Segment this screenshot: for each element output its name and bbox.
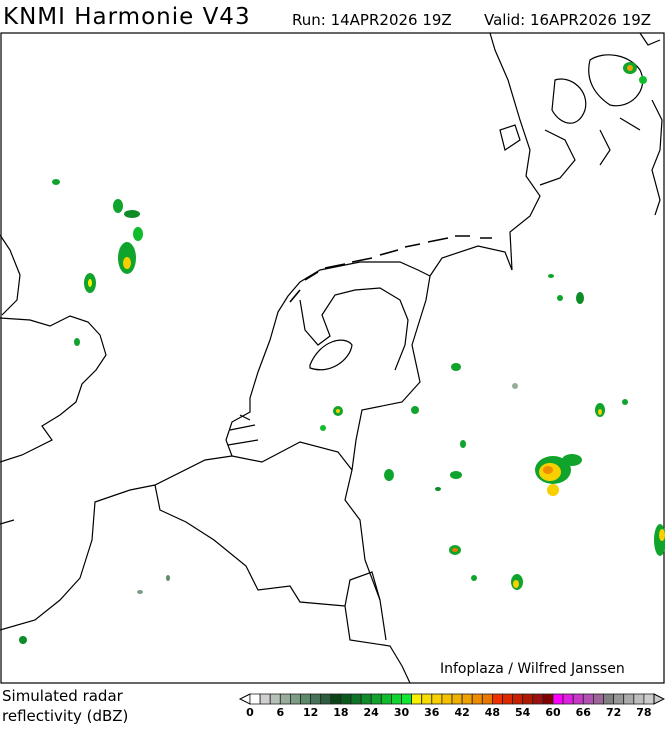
colorbar-tick-label: 30 bbox=[394, 706, 410, 719]
colorbar-swatch bbox=[421, 693, 433, 705]
colorbar-swatch bbox=[380, 693, 392, 705]
colorbar-swatch bbox=[522, 693, 534, 705]
colorbar-swatch bbox=[502, 693, 514, 705]
colorbar-tick-label: 66 bbox=[576, 706, 592, 719]
colorbar-swatch bbox=[390, 693, 402, 705]
colorbar-tick-label: 48 bbox=[485, 706, 500, 719]
colorbar-swatch bbox=[360, 693, 372, 705]
colorbar-swatch bbox=[330, 693, 342, 705]
colorbar-swatch bbox=[512, 693, 524, 705]
colorbar-swatch bbox=[633, 693, 645, 705]
colorbar-swatch bbox=[320, 693, 332, 705]
colorbar-tick-label: 72 bbox=[606, 706, 621, 719]
colorbar-swatch bbox=[300, 693, 312, 705]
colorbar-swatch bbox=[350, 693, 362, 705]
colorbar-swatch bbox=[310, 693, 322, 705]
colorbar-tick-label: 60 bbox=[545, 706, 561, 719]
colorbar-swatch bbox=[441, 693, 453, 705]
colorbar-title-line2: reflectivity (dBZ) bbox=[2, 707, 129, 725]
colorbar-tick-label: 18 bbox=[333, 706, 348, 719]
colorbar-tick-label: 78 bbox=[636, 706, 651, 719]
colorbar-swatch bbox=[411, 693, 423, 705]
colorbar-swatch bbox=[613, 693, 625, 705]
chart-title: KNMI Harmonie V43 bbox=[3, 4, 251, 30]
colorbar-swatch bbox=[582, 693, 594, 705]
colorbar-swatch bbox=[279, 693, 291, 705]
colorbar-swatch bbox=[603, 693, 615, 705]
colorbar-swatch bbox=[249, 693, 261, 705]
colorbar-swatch bbox=[431, 693, 443, 705]
colorbar-tick-label: 36 bbox=[424, 706, 440, 719]
colorbar-swatch bbox=[340, 693, 352, 705]
coastlines bbox=[0, 32, 663, 684]
colorbar-swatch bbox=[461, 693, 473, 705]
valid-time: Valid: 16APR2026 19Z bbox=[484, 11, 652, 29]
colorbar-title: Simulated radar reflectivity (dBZ) bbox=[2, 686, 128, 726]
colorbar-swatch bbox=[542, 693, 554, 705]
colorbar-swatch bbox=[259, 693, 271, 705]
colorbar-swatch bbox=[643, 693, 655, 705]
colorbar-swatch bbox=[572, 693, 584, 705]
colorbar-swatch bbox=[370, 693, 382, 705]
colorbar: 0 6 12 18 24 30 36 42 48 54 60 66 72 78 bbox=[238, 693, 665, 719]
colorbar-arrow-right bbox=[653, 693, 665, 705]
run-time: Run: 14APR2026 19Z bbox=[292, 11, 452, 29]
colorbar-swatch bbox=[552, 693, 564, 705]
colorbar-swatch bbox=[532, 693, 544, 705]
colorbar-swatch bbox=[451, 693, 463, 705]
colorbar-tick-label: 24 bbox=[364, 706, 380, 719]
colorbar-tick-label: 0 bbox=[246, 706, 254, 719]
colorbar-arrow-left bbox=[238, 693, 251, 705]
colorbar-swatch bbox=[623, 693, 635, 705]
precipitation-cells bbox=[19, 62, 665, 644]
colorbar-title-line1: Simulated radar bbox=[2, 687, 123, 705]
colorbar-swatch bbox=[562, 693, 574, 705]
colorbar-tick-label: 42 bbox=[454, 706, 469, 719]
colorbar-swatch bbox=[401, 693, 413, 705]
colorbar-swatch bbox=[481, 693, 493, 705]
colorbar-tick-label: 12 bbox=[303, 706, 318, 719]
colorbar-swatch bbox=[592, 693, 604, 705]
colorbar-swatch bbox=[269, 693, 281, 705]
radar-map bbox=[0, 32, 665, 684]
colorbar-swatch bbox=[491, 693, 503, 705]
colorbar-tick-label: 54 bbox=[515, 706, 531, 719]
map-credit: Infoplaza / Wilfred Janssen bbox=[440, 661, 625, 677]
colorbar-swatch bbox=[290, 693, 301, 705]
colorbar-swatch bbox=[471, 693, 483, 705]
colorbar-tick-label: 6 bbox=[276, 706, 284, 719]
